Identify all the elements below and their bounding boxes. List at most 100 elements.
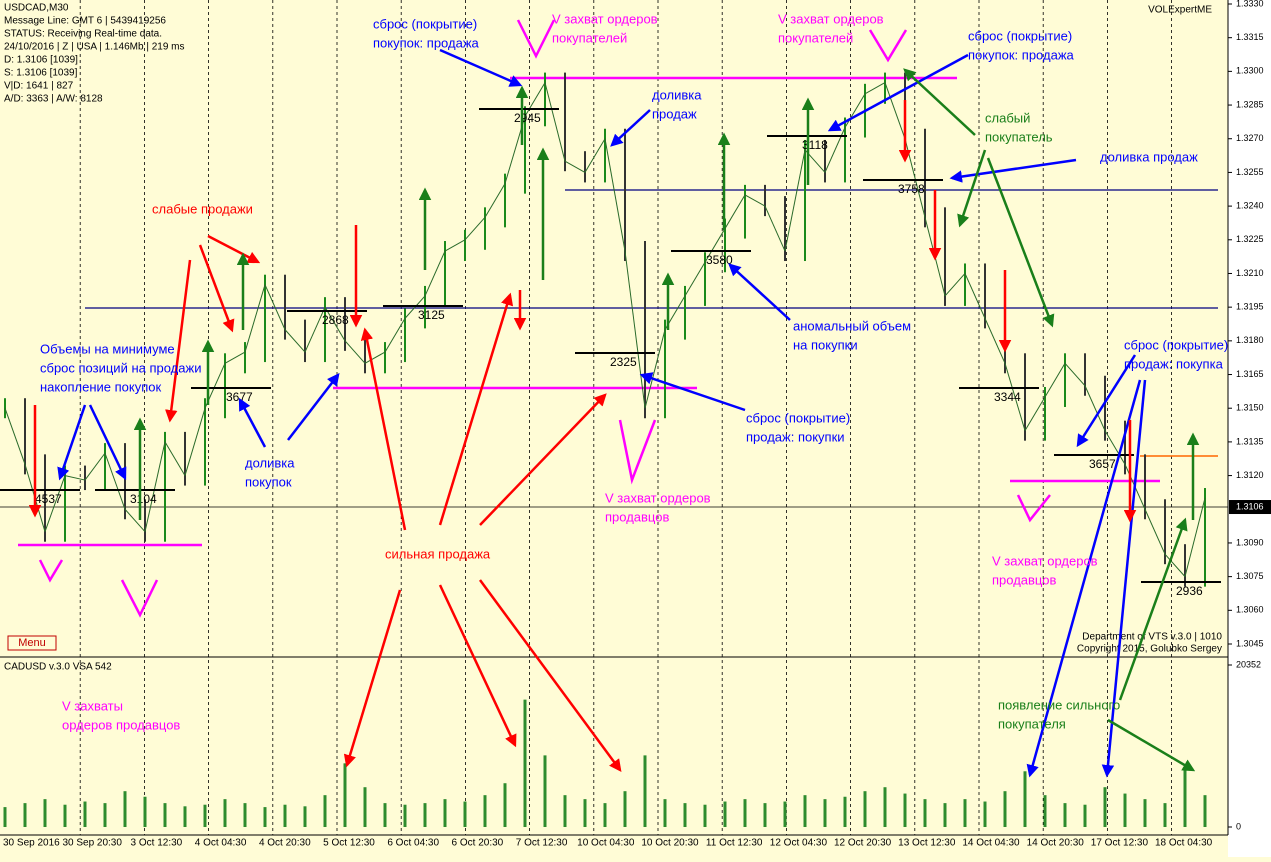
level-label: 3118 — [802, 138, 828, 152]
time-label: 30 Sep 2016 — [3, 838, 60, 849]
price-tick-label: 1.3300 — [1236, 66, 1264, 76]
annotation-arrow — [957, 149, 987, 228]
price-link — [484, 183, 506, 218]
price-link — [1104, 430, 1126, 465]
annotation-arrow — [88, 404, 127, 481]
annotation: продавцов — [992, 572, 1056, 587]
price-link — [464, 217, 486, 241]
annotation: покупок: продажа — [968, 47, 1075, 62]
time-label: 4 Oct 20:30 — [259, 838, 311, 849]
price-link — [124, 508, 146, 533]
price-link — [1084, 385, 1106, 431]
time-label: 5 Oct 12:30 — [323, 838, 375, 849]
level-label: 3758 — [898, 182, 925, 196]
annotation-arrow — [1101, 379, 1147, 778]
annotation-arrow — [1107, 718, 1196, 772]
menu-button[interactable] — [7, 635, 57, 651]
annotation: накопление покупок — [40, 379, 161, 394]
price-link — [344, 340, 366, 364]
time-label: 13 Oct 12:30 — [898, 838, 956, 849]
annotation: аномальный объем — [793, 318, 911, 333]
message-line: Message Line: GMT 6 | 5439419256 — [4, 16, 166, 27]
price-link — [524, 82, 546, 117]
price-link — [84, 452, 106, 481]
annotation-arrow — [479, 393, 607, 526]
price-link — [184, 408, 206, 476]
s-line: S: 1.3106 [1039] — [4, 68, 78, 79]
annotation-arrow — [57, 404, 87, 481]
annotation-arrow — [438, 292, 514, 526]
price-link — [4, 408, 26, 465]
price-tick-label: 1.3165 — [1236, 369, 1264, 379]
price-link — [724, 194, 746, 229]
annotation: покупателей — [552, 30, 627, 45]
annotation-arrow — [438, 584, 517, 748]
price-link — [1184, 497, 1206, 577]
annotation-arrow — [639, 372, 746, 412]
annotation-arrow — [478, 579, 622, 773]
time-label: 10 Oct 04:30 — [577, 838, 635, 849]
annotation: сброс (покрытие) — [1124, 337, 1228, 352]
price-link — [644, 329, 666, 409]
ad-line: A/D: 3363 | A/W: 8128 — [4, 94, 103, 105]
annotation: покупатель — [985, 129, 1053, 144]
price-link — [444, 239, 466, 252]
volume-tick-label: 20352 — [1236, 659, 1261, 669]
price-tick-label: 1.3195 — [1236, 302, 1264, 312]
level-label: 3344 — [994, 390, 1021, 404]
annotation: сброс (покрытие) — [373, 16, 477, 31]
level-label: 3580 — [706, 253, 733, 267]
level-label: 2945 — [514, 111, 541, 125]
price-link — [1024, 396, 1046, 431]
price-tick-label: 1.3090 — [1236, 537, 1264, 547]
annotation: покупателя — [998, 716, 1066, 731]
annotation: доливка продаж — [1100, 149, 1198, 164]
axis-bg — [1228, 0, 1271, 857]
price-tick-label: 1.3240 — [1236, 200, 1264, 210]
annotation: V захваты — [62, 698, 123, 713]
price-tick-label: 1.3045 — [1236, 638, 1264, 648]
annotation-arrow — [165, 259, 192, 423]
annotation: покупок — [245, 474, 292, 489]
annotation: V захват ордеров — [992, 553, 1098, 568]
price-link — [1004, 363, 1026, 431]
annotation: на покупки — [793, 337, 858, 352]
price-tick-label: 1.3270 — [1236, 133, 1264, 143]
annotation: сильная продажа — [385, 546, 491, 561]
annotation: доливка — [652, 87, 702, 102]
annotation: продаж: покупка — [1124, 356, 1224, 371]
annotation: продаж — [652, 106, 697, 121]
time-label: 14 Oct 20:30 — [1027, 838, 1085, 849]
level-label: 4537 — [35, 492, 62, 506]
price-link — [144, 441, 166, 532]
price-link — [764, 205, 786, 252]
price-link — [1144, 509, 1166, 555]
price-link — [884, 82, 906, 139]
level-label: 3657 — [1089, 457, 1116, 471]
price-link — [544, 82, 566, 162]
time-label: 14 Oct 04:30 — [962, 838, 1020, 849]
time-label: 4 Oct 04:30 — [195, 838, 247, 849]
info: 24/10/2016 | Z | USA | 1.146Mb | 219 ms — [4, 42, 185, 53]
menu-label[interactable]: Menu — [18, 637, 46, 649]
annotation-arrow — [903, 68, 976, 136]
v-shape — [868, 29, 908, 63]
price-link — [584, 138, 606, 173]
price-link — [844, 93, 866, 128]
v-shape — [120, 579, 159, 618]
price-link — [224, 351, 246, 364]
price-link — [784, 149, 806, 252]
price-link — [564, 160, 586, 173]
v-shape — [618, 419, 657, 485]
level-label: 3104 — [130, 492, 157, 506]
annotation: продавцов — [605, 509, 669, 524]
price-link — [104, 452, 126, 510]
annotation: V захват ордеров — [552, 11, 658, 26]
footer-line: Department of VTS v.3.0 | 1010 — [1082, 632, 1222, 643]
price-link — [164, 441, 186, 476]
price-link — [304, 306, 326, 353]
time-label: 30 Sep 20:30 — [62, 838, 122, 849]
annotation: доливка — [245, 455, 295, 470]
annotation-arrow — [287, 373, 340, 441]
annotation: V захват ордеров — [605, 490, 711, 505]
